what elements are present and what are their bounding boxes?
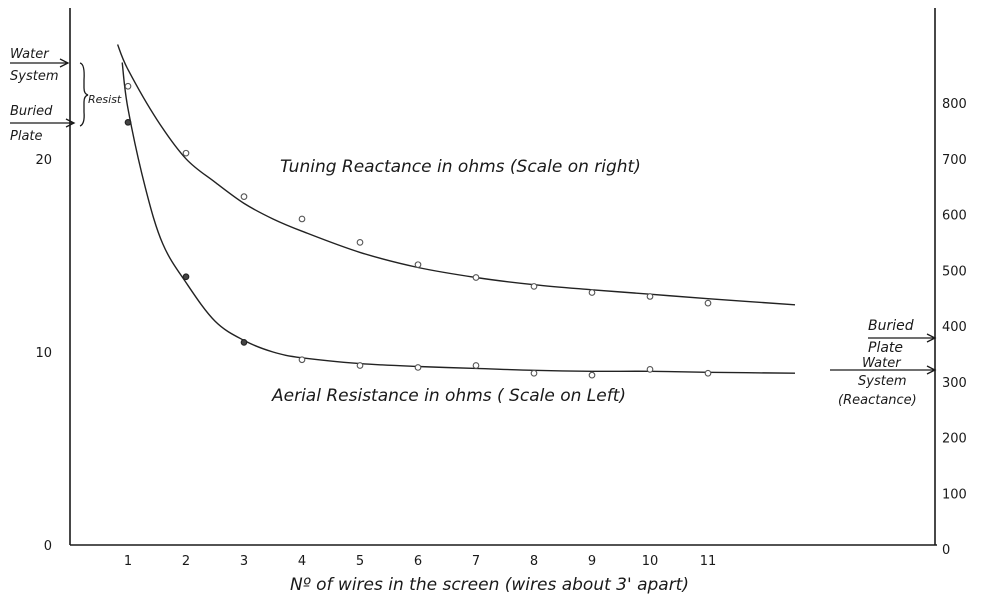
right-water-label-2: System	[858, 374, 906, 389]
left-water-arrowhead	[59, 58, 70, 68]
right-water-arrowhead	[926, 365, 937, 375]
right-water-label-3: (Reactance)	[838, 393, 917, 408]
resistance-point	[588, 371, 596, 379]
x-axis-title: Nº of wires in the screen (wires about 3…	[290, 575, 689, 595]
x-tick-label: 9	[588, 554, 596, 569]
right-buried-label-1: Buried	[868, 318, 914, 334]
reactance-point	[704, 299, 712, 307]
x-tick-label: 6	[414, 554, 422, 569]
right-buried-label-2: Plate	[868, 340, 903, 356]
right-y-tick-label: 300	[942, 376, 967, 391]
resistance-point	[530, 369, 538, 377]
series-label-reactance: Tuning Reactance in ohms (Scale on right…	[280, 157, 641, 177]
resistance-curve	[121, 62, 796, 374]
right-y-tick-label: 800	[942, 97, 967, 112]
reactance-point	[182, 149, 190, 157]
reactance-point	[240, 193, 248, 201]
x-tick-label: 11	[700, 554, 717, 569]
data-points	[124, 82, 712, 379]
reactance-point	[298, 215, 306, 223]
resist-brace	[79, 62, 89, 127]
reactance-curve	[116, 44, 796, 306]
right-y-tick-label: 100	[942, 487, 967, 502]
reactance-point	[646, 293, 654, 300]
right-y-tick-label: 600	[942, 209, 967, 224]
reactance-point	[588, 289, 596, 296]
x-tick-label: 7	[472, 554, 480, 569]
left-y-tick-label: 20	[35, 153, 52, 168]
x-tick-label: 5	[356, 554, 364, 569]
resistance-point	[182, 273, 190, 281]
x-tick-label: 4	[298, 554, 306, 569]
right-y-tick-label: 200	[942, 432, 967, 447]
curves	[116, 44, 796, 374]
left-y-tick-label: 0	[44, 539, 52, 554]
tick-labels: 1 2 3 4 5 6 7 8 9 10 11010200100200300400500600700…	[35, 97, 966, 569]
left-buried-label-1: Buried	[10, 104, 53, 119]
resistance-point	[298, 356, 306, 364]
left-water-label-2: System	[10, 69, 58, 84]
reactance-point	[472, 274, 480, 281]
reactance-point	[414, 261, 422, 269]
left-water-label-1: Water	[10, 47, 50, 62]
x-tick-label: 3	[240, 554, 248, 569]
right-y-tick-label: 400	[942, 320, 967, 335]
right-y-tick-label: 500	[942, 264, 967, 279]
resistance-point	[356, 362, 364, 369]
left-buried-arrowhead	[65, 118, 76, 128]
reactance-point	[124, 82, 132, 90]
x-tick-label: 2	[182, 554, 190, 569]
series-label-resistance: Aerial Resistance in ohms ( Scale on Lef…	[271, 386, 626, 406]
resistance-point	[646, 366, 654, 373]
left-y-tick-label: 10	[35, 346, 52, 361]
resistance-point	[240, 339, 248, 346]
left-buried-label-2: Plate	[10, 129, 43, 144]
right-water-label-1: Water	[862, 356, 902, 371]
right-y-tick-label: 700	[942, 153, 967, 168]
resist-label: Resist	[88, 93, 122, 106]
resistance-point	[472, 362, 480, 369]
resistance-point	[124, 118, 132, 126]
x-tick-label: 10	[642, 554, 659, 569]
right-buried-arrowhead	[926, 333, 937, 343]
resistance-point	[414, 364, 422, 371]
right-y-tick-label: 0	[942, 543, 950, 558]
x-tick-label: 1	[124, 554, 132, 569]
reactance-point	[356, 239, 364, 246]
resistance-point	[704, 369, 712, 377]
reactance-point	[530, 283, 538, 290]
x-tick-label: 8	[530, 554, 538, 569]
